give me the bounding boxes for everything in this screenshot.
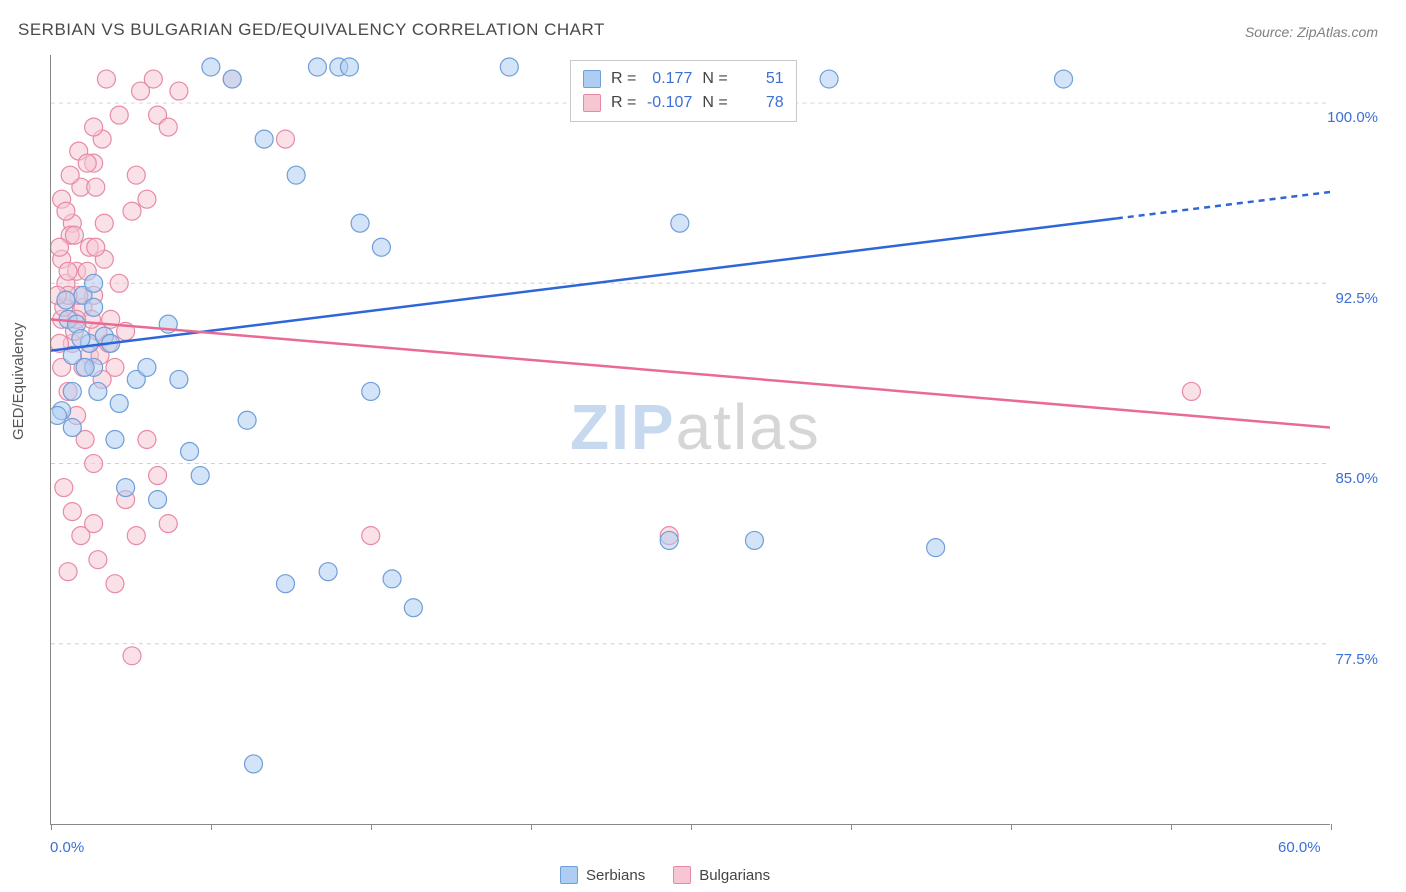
legend-stats-box: R = 0.177 N = 51 R = -0.107 N = 78: [570, 60, 797, 122]
swatch-bulgarians: [583, 94, 601, 112]
plot-area: [50, 55, 1330, 825]
n-label: N =: [702, 67, 727, 91]
legend-row-serbians: R = 0.177 N = 51: [583, 67, 784, 91]
x-tick: [851, 824, 852, 830]
r-label: R =: [611, 67, 636, 91]
y-axis-label: GED/Equivalency: [10, 322, 27, 440]
y-tick-label: 77.5%: [1335, 651, 1378, 668]
x-tick: [1331, 824, 1332, 830]
swatch-bulgarians-bottom: [673, 866, 691, 884]
legend-item-serbians: Serbians: [560, 866, 645, 884]
x-tick-label: 60.0%: [1278, 839, 1321, 856]
legend-row-bulgarians: R = -0.107 N = 78: [583, 91, 784, 115]
y-tick-label: 92.5%: [1335, 290, 1378, 307]
legend-series: Serbians Bulgarians: [560, 866, 770, 884]
x-tick: [1011, 824, 1012, 830]
r-value-bulgarians: -0.107: [644, 91, 692, 115]
legend-label-serbians: Serbians: [586, 867, 645, 884]
chart-svg: [51, 55, 1330, 824]
x-tick: [51, 824, 52, 830]
x-tick: [371, 824, 372, 830]
x-tick-label: 0.0%: [50, 839, 84, 856]
swatch-serbians: [583, 70, 601, 88]
legend-item-bulgarians: Bulgarians: [673, 866, 770, 884]
chart-title: SERBIAN VS BULGARIAN GED/EQUIVALENCY COR…: [18, 20, 605, 40]
r-label: R =: [611, 91, 636, 115]
n-value-bulgarians: 78: [736, 91, 784, 115]
x-tick: [531, 824, 532, 830]
y-tick-label: 85.0%: [1335, 470, 1378, 487]
chart-container: SERBIAN VS BULGARIAN GED/EQUIVALENCY COR…: [0, 0, 1406, 892]
n-value-serbians: 51: [736, 67, 784, 91]
r-value-serbians: 0.177: [644, 67, 692, 91]
y-tick-label: 100.0%: [1327, 109, 1378, 126]
x-tick: [691, 824, 692, 830]
source-credit: Source: ZipAtlas.com: [1245, 24, 1378, 40]
n-label: N =: [702, 91, 727, 115]
x-tick: [211, 824, 212, 830]
swatch-serbians-bottom: [560, 866, 578, 884]
legend-label-bulgarians: Bulgarians: [699, 867, 770, 884]
x-tick: [1171, 824, 1172, 830]
